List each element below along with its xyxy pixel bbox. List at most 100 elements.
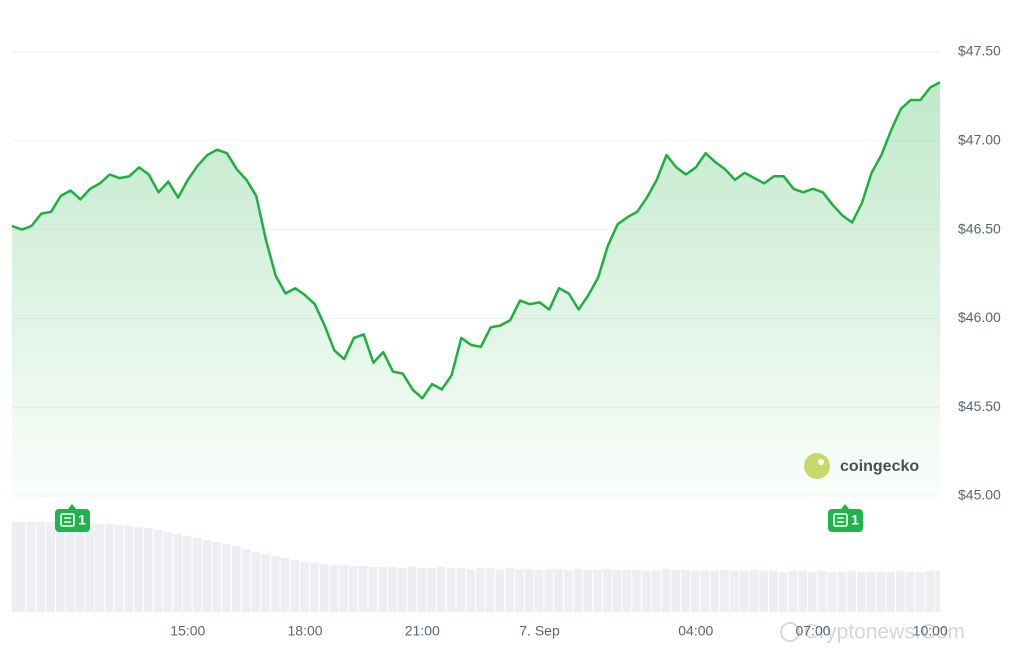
volume-bar xyxy=(778,572,788,612)
y-tick-label: $45.00 xyxy=(958,487,1001,503)
volume-bar xyxy=(915,572,925,612)
x-tick-label: 18:00 xyxy=(288,623,323,639)
volume-bar xyxy=(827,572,837,612)
volume-bar xyxy=(153,530,163,612)
volume-bar xyxy=(612,570,622,612)
volume-bar xyxy=(700,570,710,612)
volume-bar xyxy=(837,572,847,612)
volume-bar xyxy=(349,566,358,612)
volume-bar xyxy=(456,568,466,612)
badge-icon xyxy=(60,513,75,527)
badge-tip xyxy=(68,504,76,509)
volume-bar xyxy=(583,570,593,612)
volume-bar xyxy=(16,522,26,612)
volume-bar xyxy=(300,562,309,612)
volume-bar xyxy=(339,565,349,612)
volume-bar xyxy=(182,536,192,612)
volume-bar xyxy=(544,569,554,612)
volume-bar xyxy=(427,568,436,612)
volume-bar xyxy=(358,566,368,612)
price-line xyxy=(11,81,941,400)
source-logo: coingecko xyxy=(804,453,919,479)
volume-bar xyxy=(593,570,602,612)
volume-bar xyxy=(251,552,261,612)
volume-bar xyxy=(681,570,690,612)
volume-bar xyxy=(485,568,495,612)
volume-bar xyxy=(720,570,729,612)
x-tick-label: 04:00 xyxy=(678,623,713,639)
volume-bar xyxy=(710,571,720,612)
x-tick-label: 15:00 xyxy=(170,623,205,639)
axis: $45.00 $45.50 $46.00 $46.50 $47.00 $47.50 15:0… xyxy=(170,43,1001,639)
y-tick-label: $46.00 xyxy=(958,309,1001,325)
volume-bar xyxy=(534,570,544,612)
volume-bar xyxy=(769,571,778,612)
volume-bar xyxy=(759,571,769,612)
volume-bar xyxy=(505,568,515,612)
volume-bar xyxy=(495,569,505,612)
volume-bar xyxy=(622,570,632,612)
volume-bar xyxy=(222,544,231,612)
volume-bar xyxy=(95,524,104,612)
volume-bar xyxy=(290,560,300,612)
logo-eye xyxy=(818,459,824,465)
volume-bar xyxy=(173,534,182,612)
news-badge[interactable]: 1 xyxy=(828,504,863,532)
volume-bar xyxy=(65,523,75,612)
volume-bar xyxy=(446,568,456,612)
news-badge[interactable]: 1 xyxy=(55,504,90,532)
volume-bar xyxy=(788,571,798,612)
volume-bar xyxy=(935,571,940,612)
volume-bar xyxy=(114,525,124,612)
volume-bar xyxy=(417,568,427,612)
y-tick-label: $46.50 xyxy=(958,220,1001,236)
volume-bar xyxy=(388,567,397,612)
volume-bar xyxy=(319,564,329,612)
logo-icon xyxy=(804,453,830,479)
volume-bar xyxy=(651,570,661,612)
volume-bar xyxy=(632,570,642,612)
volume-bar xyxy=(466,569,475,612)
watermark: Cryptonews.Com xyxy=(780,621,965,644)
volume-bar xyxy=(690,571,700,612)
volume-bar xyxy=(134,527,143,612)
volume-bar xyxy=(573,569,583,612)
volume-bar xyxy=(847,571,856,612)
volume-bar xyxy=(896,571,905,612)
y-tick-label: $47.50 xyxy=(958,43,1001,59)
volume-bar xyxy=(46,522,55,612)
volume-bar xyxy=(241,549,251,612)
x-tick-label: 10:00 xyxy=(913,623,948,639)
volume-bar xyxy=(661,569,671,612)
volume-bar xyxy=(212,542,222,612)
volume-bar xyxy=(642,571,651,612)
volume-bar xyxy=(476,568,485,612)
volume-bar xyxy=(36,522,46,612)
volume-bar xyxy=(143,528,153,612)
volume-bar xyxy=(261,554,270,612)
volume-bar xyxy=(309,563,319,612)
badge-count: 1 xyxy=(78,512,86,528)
volume-bar xyxy=(925,571,935,612)
volume-bar xyxy=(407,567,417,612)
volume-bar xyxy=(886,572,896,612)
badge-icon xyxy=(833,513,848,527)
volume-bar xyxy=(192,538,202,612)
volume-bar xyxy=(808,572,817,612)
volume-bar xyxy=(163,532,173,612)
x-tick-label: 21:00 xyxy=(405,623,440,639)
watermark-text: Cryptonews.Com xyxy=(804,621,965,644)
y-tick-label: $45.50 xyxy=(958,398,1001,414)
volume xyxy=(12,522,940,612)
volume-bar xyxy=(368,567,378,612)
volume-bar xyxy=(378,567,388,612)
volume-bar xyxy=(905,572,915,612)
volume-bar xyxy=(75,523,85,612)
volume-bar xyxy=(876,572,886,612)
volume-bar xyxy=(554,569,563,612)
volume-bar xyxy=(124,526,134,612)
volume-bar xyxy=(515,569,524,612)
volume-bar xyxy=(563,570,573,612)
